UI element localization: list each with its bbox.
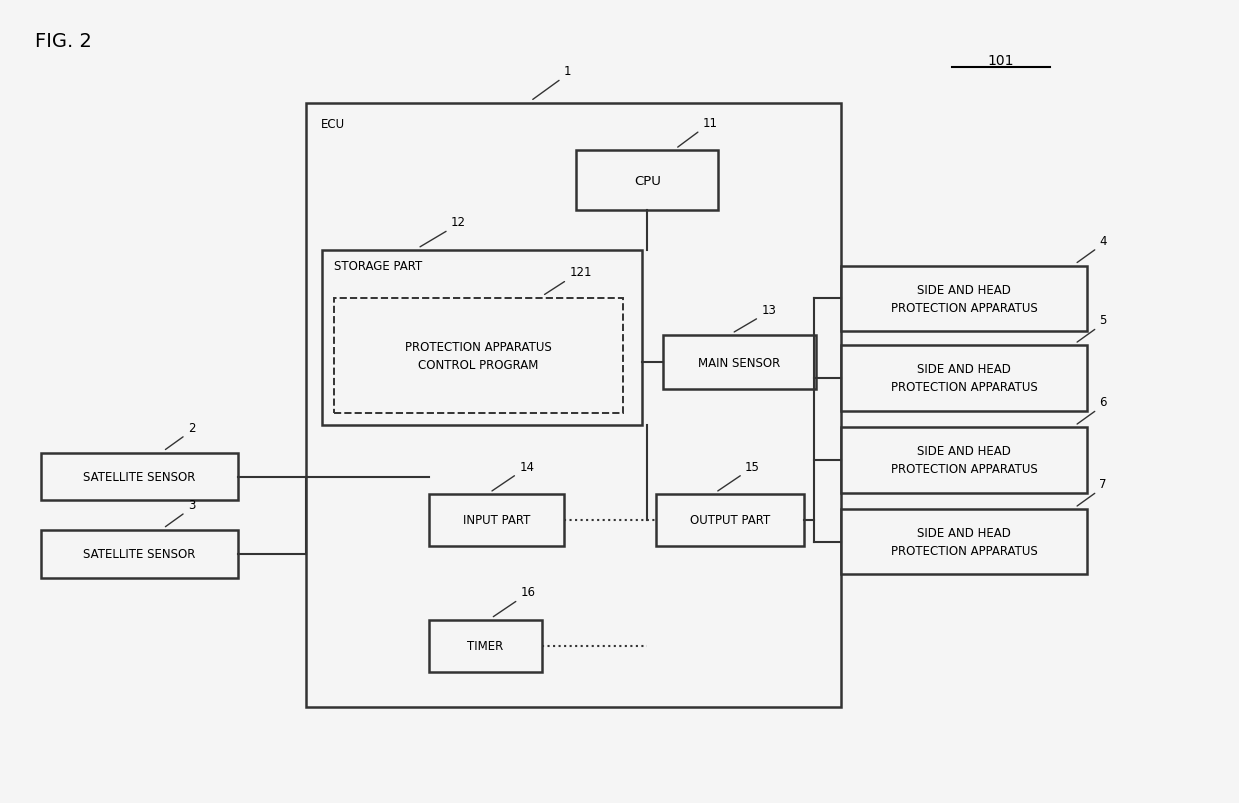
Text: OUTPUT PART: OUTPUT PART: [690, 514, 771, 527]
Text: 6: 6: [1099, 396, 1106, 409]
Bar: [306, 104, 841, 707]
Bar: [335, 298, 623, 414]
Text: INPUT PART: INPUT PART: [462, 514, 530, 527]
Text: SIDE AND HEAD
PROTECTION APPARATUS: SIDE AND HEAD PROTECTION APPARATUS: [891, 283, 1037, 315]
Text: 4: 4: [1099, 234, 1106, 247]
Bar: [41, 530, 238, 578]
Text: MAIN SENSOR: MAIN SENSOR: [699, 356, 781, 369]
Text: CPU: CPU: [634, 174, 660, 187]
Bar: [322, 251, 642, 426]
Text: 14: 14: [519, 460, 534, 473]
Text: 121: 121: [569, 266, 592, 279]
Text: SIDE AND HEAD
PROTECTION APPARATUS: SIDE AND HEAD PROTECTION APPARATUS: [891, 363, 1037, 394]
Bar: [841, 267, 1087, 332]
Text: SATELLITE SENSOR: SATELLITE SENSOR: [83, 471, 196, 483]
Bar: [429, 620, 541, 671]
Text: PROTECTION APPARATUS
CONTROL PROGRAM: PROTECTION APPARATUS CONTROL PROGRAM: [405, 340, 551, 371]
Text: ECU: ECU: [321, 118, 344, 131]
Text: SIDE AND HEAD
PROTECTION APPARATUS: SIDE AND HEAD PROTECTION APPARATUS: [891, 445, 1037, 476]
Bar: [429, 495, 564, 546]
Text: 2: 2: [188, 421, 196, 434]
Text: SATELLITE SENSOR: SATELLITE SENSOR: [83, 548, 196, 560]
Text: 7: 7: [1099, 478, 1106, 491]
Bar: [841, 428, 1087, 493]
Bar: [841, 510, 1087, 575]
Text: TIMER: TIMER: [467, 639, 503, 652]
Text: 5: 5: [1099, 314, 1106, 327]
Bar: [657, 495, 804, 546]
Text: 16: 16: [520, 585, 535, 598]
Bar: [576, 151, 717, 210]
Text: FIG. 2: FIG. 2: [35, 32, 92, 51]
Text: 12: 12: [451, 216, 466, 229]
Text: 1: 1: [564, 65, 571, 78]
Text: 11: 11: [703, 116, 717, 130]
Text: STORAGE PART: STORAGE PART: [335, 260, 422, 273]
Text: 3: 3: [188, 498, 196, 512]
Bar: [841, 346, 1087, 411]
Bar: [663, 336, 817, 389]
Text: SIDE AND HEAD
PROTECTION APPARATUS: SIDE AND HEAD PROTECTION APPARATUS: [891, 527, 1037, 557]
Text: 15: 15: [745, 460, 760, 473]
Text: 101: 101: [987, 54, 1015, 67]
Text: 13: 13: [761, 304, 776, 316]
Bar: [41, 453, 238, 501]
